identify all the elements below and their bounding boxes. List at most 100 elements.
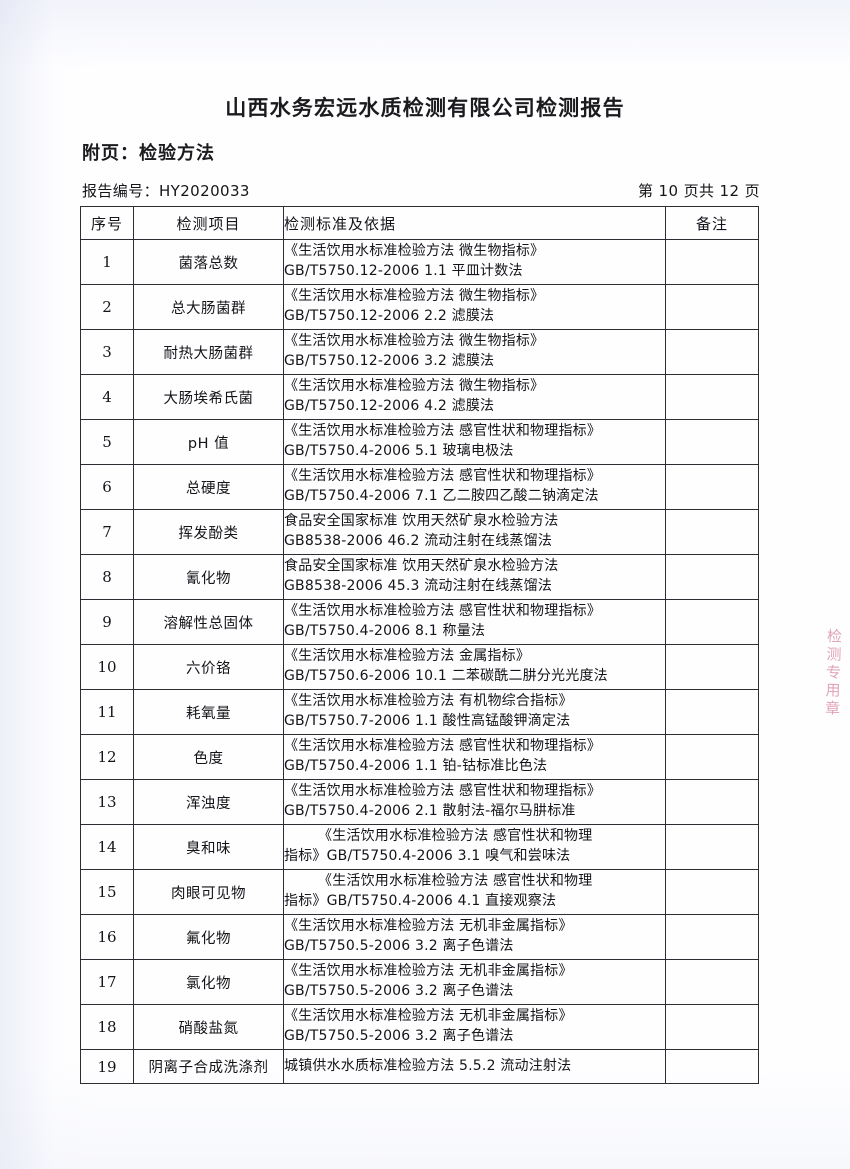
cell-test-item: 耐热大肠菌群 [133, 329, 284, 375]
cell-standard: 《生活饮用水标准检验方法 金属指标》 GB/T5750.6-2006 10.1 二… [283, 644, 666, 690]
report-number: 报告编号：HY2020033 [82, 182, 250, 200]
cell-row-number: 9 [80, 599, 134, 645]
cell-test-item: 总硬度 [133, 464, 284, 510]
standard-line-2: GB/T5750.5-2006 3.2 离子色谱法 [284, 1028, 514, 1044]
cell-standard: 《生活饮用水标准检验方法 微生物指标》 GB/T5750.12-2006 4.2 … [283, 374, 666, 420]
standard-line-2: GB/T5750.7-2006 1.1 酸性高锰酸钾滴定法 [284, 713, 571, 729]
table-row: 7 挥发酚类 食品安全国家标准 饮用天然矿泉水检验方法 GB8538-2006 46.… [80, 509, 759, 555]
standard-line-1: 《生活饮用水标准检验方法 感官性状和物理指标》 [284, 783, 602, 800]
cell-note [665, 689, 759, 735]
cell-row-number: 1 [80, 239, 134, 285]
standard-line-1: 《生活饮用水标准检验方法 微生物指标》 [284, 243, 545, 260]
cell-test-item: 氟化物 [133, 914, 284, 960]
cell-standard: 《生活饮用水标准检验方法 无机非金属指标》 GB/T5750.5-2006 3.2… [283, 1004, 666, 1050]
cell-standard: 《生活饮用水标准检验方法 感官性状和物理指标》 GB/T5750.4-2006 2… [283, 779, 666, 825]
standard-line-1: 《生活饮用水标准检验方法 有机物综合指标》 [284, 693, 573, 710]
cell-note [665, 419, 759, 465]
cell-row-number: 11 [80, 689, 134, 735]
scan-tint-top [0, 0, 850, 70]
cell-note [665, 779, 759, 825]
cell-standard: 《生活饮用水标准检验方法 感官性状和物理指标》 GB/T5750.4-2006 7… [283, 464, 666, 510]
table-row: 11 耗氧量 《生活饮用水标准检验方法 有机物综合指标》 GB/T5750.7-200… [80, 689, 759, 735]
standard-line-2: GB/T5750.4-2006 2.1 散射法-福尔马肼标准 [284, 803, 576, 819]
standard-line-2: GB/T5750.12-2006 2.2 滤膜法 [284, 308, 495, 324]
table-row: 14 臭和味 《生活饮用水标准检验方法 感官性状和物理 指标》GB/T5750.4-2… [80, 824, 759, 870]
cell-note [665, 914, 759, 960]
cell-row-number: 7 [80, 509, 134, 555]
table-row: 8 氰化物 食品安全国家标准 饮用天然矿泉水检验方法 GB8538-2006 45.3… [80, 554, 759, 600]
cell-note [665, 554, 759, 600]
cell-standard: 《生活饮用水标准检验方法 感官性状和物理指标》 GB/T5750.4-2006 1… [283, 734, 666, 780]
table-row: 1 菌落总数 《生活饮用水标准检验方法 微生物指标》 GB/T5750.12-2006… [80, 239, 759, 285]
cell-standard: 食品安全国家标准 饮用天然矿泉水检验方法 GB8538-2006 46.2 流动注… [283, 509, 666, 555]
standard-line-1: 《生活饮用水标准检验方法 感官性状和物理 [318, 873, 593, 890]
cell-note [665, 824, 759, 870]
standard-line-1: 《生活饮用水标准检验方法 感官性状和物理指标》 [284, 423, 602, 440]
cell-test-item: 溶解性总固体 [133, 599, 284, 645]
standard-line-2: GB8538-2006 45.3 流动注射在线蒸馏法 [284, 578, 553, 594]
cell-test-item: 色度 [133, 734, 284, 780]
table-row: 2 总大肠菌群 《生活饮用水标准检验方法 微生物指标》 GB/T5750.12-200… [80, 284, 759, 330]
cell-row-number: 5 [80, 419, 134, 465]
cell-test-item: 臭和味 [133, 824, 284, 870]
cell-standard: 《生活饮用水标准检验方法 微生物指标》 GB/T5750.12-2006 1.1 … [283, 239, 666, 285]
standard-line-2: GB/T5750.4-2006 7.1 乙二胺四乙酸二钠滴定法 [284, 488, 599, 504]
standard-line-1: 《生活饮用水标准检验方法 感官性状和物理指标》 [284, 738, 602, 755]
cell-note [665, 644, 759, 690]
standard-line-1: 《生活饮用水标准检验方法 微生物指标》 [284, 333, 545, 350]
standard-line-1: 《生活饮用水标准检验方法 无机非金属指标》 [284, 1008, 573, 1025]
table-body: 1 菌落总数 《生活饮用水标准检验方法 微生物指标》 GB/T5750.12-2006… [80, 239, 759, 1084]
table-row: 6 总硬度 《生活饮用水标准检验方法 感官性状和物理指标》 GB/T5750.4-20… [80, 464, 759, 510]
standard-line-2: GB/T5750.12-2006 1.1 平皿计数法 [284, 263, 523, 279]
standard-line-1: 城镇供水水质标准检验方法 5.5.2 流动注射法 [284, 1057, 572, 1074]
table-row: 15 肉眼可见物 《生活饮用水标准检验方法 感官性状和物理 指标》GB/T5750.4… [80, 869, 759, 915]
table-row: 17 氯化物 《生活饮用水标准检验方法 无机非金属指标》 GB/T5750.5-200… [80, 959, 759, 1005]
cell-test-item: 浑浊度 [133, 779, 284, 825]
page-subtitle: 附页：检验方法 [82, 143, 215, 164]
column-header-note: 备注 [665, 206, 759, 240]
cell-note [665, 1004, 759, 1050]
page-number: 第 10 页共 12 页 [637, 182, 760, 200]
table-row: 9 溶解性总固体 《生活饮用水标准检验方法 感官性状和物理指标》 GB/T5750.4… [80, 599, 759, 645]
handwritten-margin-annotation: 检测专用章 [822, 627, 844, 719]
cell-standard: 《生活饮用水标准检验方法 感官性状和物理指标》 GB/T5750.4-2006 8… [283, 599, 666, 645]
cell-row-number: 16 [80, 914, 134, 960]
cell-standard: 食品安全国家标准 饮用天然矿泉水检验方法 GB8538-2006 45.3 流动注… [283, 554, 666, 600]
cell-note [665, 374, 759, 420]
standard-line-2: GB/T5750.12-2006 4.2 滤膜法 [284, 398, 495, 414]
table-row: 13 浑浊度 《生活饮用水标准检验方法 感官性状和物理指标》 GB/T5750.4-2… [80, 779, 759, 825]
cell-standard: 《生活饮用水标准检验方法 有机物综合指标》 GB/T5750.7-2006 1.1… [283, 689, 666, 735]
table-row: 10 六价铬 《生活饮用水标准检验方法 金属指标》 GB/T5750.6-2006 1… [80, 644, 759, 690]
standard-line-1: 《生活饮用水标准检验方法 金属指标》 [284, 648, 531, 665]
standard-line-1: 《生活饮用水标准检验方法 无机非金属指标》 [284, 918, 573, 935]
cell-note [665, 464, 759, 510]
table-row: 3 耐热大肠菌群 《生活饮用水标准检验方法 微生物指标》 GB/T5750.12-20… [80, 329, 759, 375]
cell-standard: 《生活饮用水标准检验方法 感官性状和物理指标》 GB/T5750.4-2006 5… [283, 419, 666, 465]
cell-row-number: 10 [80, 644, 134, 690]
cell-test-item: 耗氧量 [133, 689, 284, 735]
cell-note [665, 239, 759, 285]
standard-line-1: 食品安全国家标准 饮用天然矿泉水检验方法 [284, 558, 559, 575]
table-row: 19 阴离子合成洗涤剂 城镇供水水质标准检验方法 5.5.2 流动注射法 [80, 1049, 759, 1084]
cell-note [665, 284, 759, 330]
cell-row-number: 17 [80, 959, 134, 1005]
standard-line-1: 《生活饮用水标准检验方法 微生物指标》 [284, 378, 545, 395]
standard-line-2: GB/T5750.4-2006 8.1 称量法 [284, 623, 486, 639]
cell-test-item: 氯化物 [133, 959, 284, 1005]
cell-standard: 《生活饮用水标准检验方法 微生物指标》 GB/T5750.12-2006 2.2 … [283, 284, 666, 330]
standard-line-2: GB/T5750.12-2006 3.2 滤膜法 [284, 353, 495, 369]
column-header-standard: 检测标准及依据 [283, 206, 666, 240]
cell-row-number: 8 [80, 554, 134, 600]
cell-test-item: 阴离子合成洗涤剂 [133, 1049, 284, 1084]
cell-note [665, 1049, 759, 1084]
cell-row-number: 14 [80, 824, 134, 870]
standard-line-2: GB/T5750.4-2006 1.1 铂-钴标准比色法 [284, 758, 548, 774]
cell-note [665, 329, 759, 375]
standard-line-2: 指标》GB/T5750.4-2006 3.1 嗅气和尝味法 [284, 848, 571, 864]
cell-test-item: 六价铬 [133, 644, 284, 690]
cell-standard: 城镇供水水质标准检验方法 5.5.2 流动注射法 [283, 1049, 666, 1084]
standard-line-2: GB/T5750.5-2006 3.2 离子色谱法 [284, 983, 514, 999]
standard-line-1: 食品安全国家标准 饮用天然矿泉水检验方法 [284, 513, 559, 530]
table-row: 16 氟化物 《生活饮用水标准检验方法 无机非金属指标》 GB/T5750.5-200… [80, 914, 759, 960]
